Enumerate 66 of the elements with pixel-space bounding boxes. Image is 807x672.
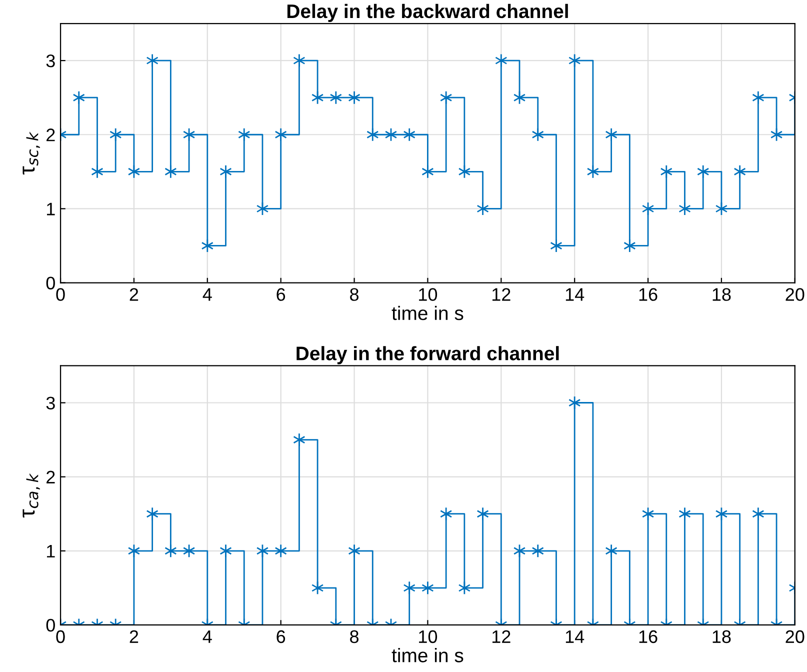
x-tick-label: 18 [712, 288, 731, 301]
point [495, 54, 508, 68]
point [624, 238, 636, 253]
x-tick-label: 14 [566, 630, 584, 643]
y-tick-label: 1 [47, 202, 55, 216]
x-tick-label: 4 [202, 288, 212, 301]
point [201, 238, 214, 253]
y-tick-label: 1 [47, 545, 55, 558]
y-axis-title: τ$_{ca,k}$ [22, 473, 40, 518]
y-tick-label: 3 [46, 54, 55, 68]
y-tick-label: 3 [46, 396, 55, 410]
point [293, 54, 306, 68]
y-tick-label: 2 [46, 128, 55, 142]
point [109, 128, 122, 142]
point [403, 128, 416, 142]
point [238, 128, 250, 142]
x-tick-label: 0 [56, 630, 65, 644]
x-tick-label: 12 [492, 630, 510, 643]
y-tick-label: 2 [46, 470, 55, 484]
point [366, 128, 379, 142]
x-axis-title: time in s [392, 648, 464, 662]
x-tick-label: 8 [350, 288, 359, 301]
point [752, 90, 764, 105]
point [660, 164, 672, 179]
x-tick-label: 4 [202, 630, 212, 643]
point [220, 164, 232, 179]
point [72, 90, 85, 105]
x-tick-label: 6 [276, 288, 286, 301]
x-axis-title: time in s [392, 306, 464, 320]
point [734, 164, 746, 179]
point [532, 128, 544, 142]
point [476, 202, 489, 216]
x-tick-label: 18 [712, 630, 731, 644]
point [678, 202, 691, 216]
x-tick-label: 10 [419, 630, 438, 644]
x-tick-label: 2 [130, 288, 138, 301]
point [605, 128, 618, 142]
x-tick-label: 10 [419, 288, 438, 301]
x-tick-label: 16 [639, 288, 658, 301]
point [586, 164, 600, 179]
point [458, 164, 471, 179]
x-tick-label: 0 [56, 288, 65, 301]
point [348, 90, 360, 105]
x-tick-label: 20 [786, 630, 804, 644]
point [164, 164, 177, 179]
point [274, 128, 287, 142]
point [440, 90, 452, 105]
point [91, 164, 104, 179]
x-tick-label: 6 [276, 630, 286, 644]
x-tick-label: 20 [786, 288, 804, 301]
point [550, 238, 562, 253]
point [146, 54, 158, 68]
x-tick-label: 2 [130, 630, 138, 643]
point [422, 164, 434, 179]
y-tick-label: 0 [46, 276, 55, 290]
point [330, 90, 342, 105]
x-tick-label: 16 [639, 630, 658, 644]
chart-title: Delay in the forward channel [296, 346, 559, 364]
y-axis-title: τ$_{sc,k}$ [22, 132, 40, 174]
x-tick-label: 14 [566, 288, 584, 301]
y-tick-label: 0 [46, 618, 55, 632]
chart-title: Delay in the backward channel [287, 4, 568, 22]
x-tick-label: 8 [350, 630, 359, 644]
point [568, 54, 581, 68]
point [696, 164, 710, 179]
x-tick-label: 12 [492, 288, 510, 301]
